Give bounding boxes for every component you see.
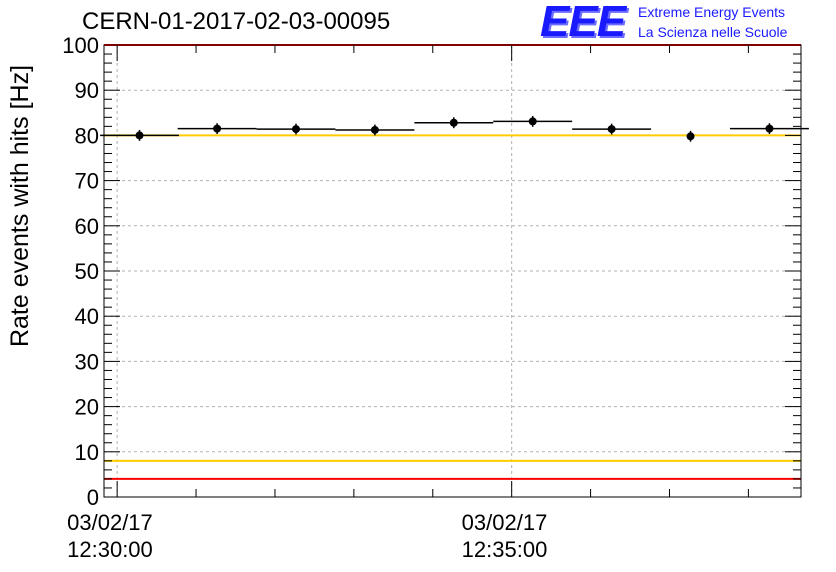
x-tick-date: 03/02/17 <box>67 510 153 535</box>
data-point <box>765 124 774 133</box>
axis-ticks <box>104 44 801 498</box>
chart-title: CERN-01-2017-02-03-00095 <box>82 8 391 35</box>
tick-labels: 010203040506070809010003/02/1712:30:0003… <box>62 33 547 562</box>
logo-tagline-1: Extreme Energy Events <box>638 4 786 20</box>
data-point <box>292 125 301 134</box>
y-tick-label: 40 <box>75 304 99 329</box>
y-tick-label: 70 <box>75 169 99 194</box>
data-point <box>449 118 458 127</box>
data-point <box>213 124 222 133</box>
y-tick-label: 80 <box>75 123 99 148</box>
x-tick-date: 03/02/17 <box>462 510 548 535</box>
data-point <box>135 131 144 140</box>
x-tick-time: 12:30:00 <box>67 537 153 562</box>
y-tick-label: 60 <box>75 214 99 239</box>
eee-logo-mark: EEE <box>540 0 626 46</box>
data-point <box>607 125 616 134</box>
y-tick-label: 10 <box>75 440 99 465</box>
y-tick-label: 90 <box>75 78 99 103</box>
y-tick-label: 100 <box>62 33 99 58</box>
y-tick-label: 20 <box>75 395 99 420</box>
y-tick-label: 50 <box>75 259 99 284</box>
data-point <box>528 117 537 126</box>
data-point <box>370 125 379 134</box>
data-point <box>686 132 695 141</box>
reference-lines <box>104 44 801 480</box>
grid-lines <box>104 45 801 497</box>
x-tick-time: 12:35:00 <box>462 537 548 562</box>
logo-tagline-2: La Scienza nelle Scuole <box>638 24 788 40</box>
y-tick-label: 30 <box>75 349 99 374</box>
data-points <box>100 115 809 142</box>
y-axis-label: Rate events with hits [Hz] <box>6 65 34 347</box>
y-tick-label: 0 <box>87 485 99 510</box>
